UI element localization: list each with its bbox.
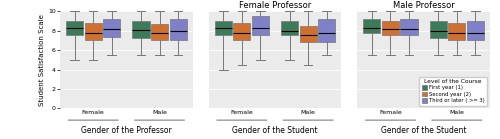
PathPatch shape [467,21,484,40]
PathPatch shape [84,23,102,40]
PathPatch shape [448,23,466,40]
PathPatch shape [252,16,269,35]
PathPatch shape [151,24,168,40]
X-axis label: Gender of the Student: Gender of the Student [381,126,466,135]
PathPatch shape [214,21,232,35]
PathPatch shape [318,19,336,42]
PathPatch shape [382,21,399,35]
Title: Female Professor: Female Professor [239,1,311,10]
Title: Male Professor: Male Professor [393,1,454,10]
X-axis label: Gender of the Student: Gender of the Student [232,126,318,135]
PathPatch shape [103,19,120,37]
PathPatch shape [234,23,250,40]
PathPatch shape [66,21,83,35]
PathPatch shape [281,21,298,35]
Legend: First year (1), Second year (2), Third or later ( >= 3): First year (1), Second year (2), Third o… [419,76,488,106]
PathPatch shape [170,19,186,40]
Y-axis label: Student Satisfaction Scale: Student Satisfaction Scale [40,14,46,106]
PathPatch shape [364,19,380,33]
PathPatch shape [300,26,316,42]
PathPatch shape [400,19,417,35]
PathPatch shape [132,21,150,38]
PathPatch shape [430,21,447,38]
X-axis label: Gender of the Professor: Gender of the Professor [81,126,172,135]
